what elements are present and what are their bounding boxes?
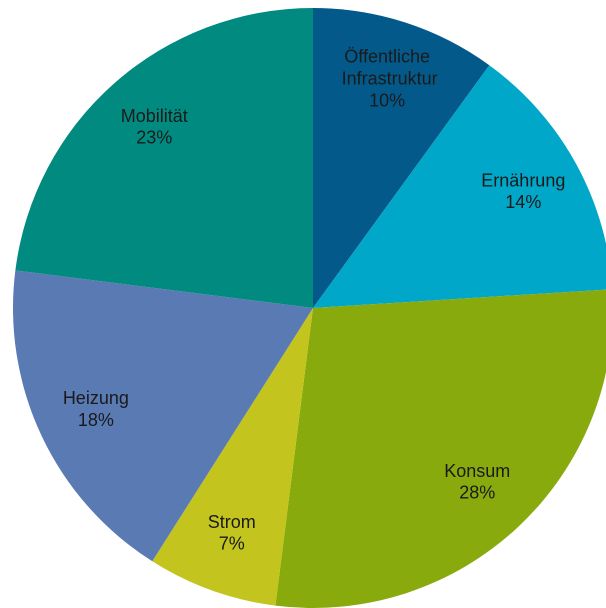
pie-slice	[15, 8, 313, 308]
value-label: 10%	[369, 90, 405, 110]
value-label: 18%	[78, 410, 114, 430]
pie-slice	[313, 8, 490, 308]
pie-slice	[12, 270, 313, 562]
pie-slice	[313, 65, 606, 308]
value-label: 28%	[459, 483, 495, 503]
value-label: 23%	[136, 128, 172, 148]
slice-label: Strom	[208, 512, 256, 532]
slice-label: Heizung	[63, 388, 129, 408]
pie-slice	[275, 289, 606, 608]
value-label: 14%	[505, 192, 541, 212]
slice-label: Ernährung	[481, 170, 565, 190]
slice-label: Mobilität	[121, 106, 188, 126]
pie-slice	[152, 308, 313, 606]
slice-label: Öffentliche Infrastruktur	[337, 46, 438, 88]
value-label: 7%	[219, 534, 245, 554]
slice-label: Konsum	[444, 461, 510, 481]
